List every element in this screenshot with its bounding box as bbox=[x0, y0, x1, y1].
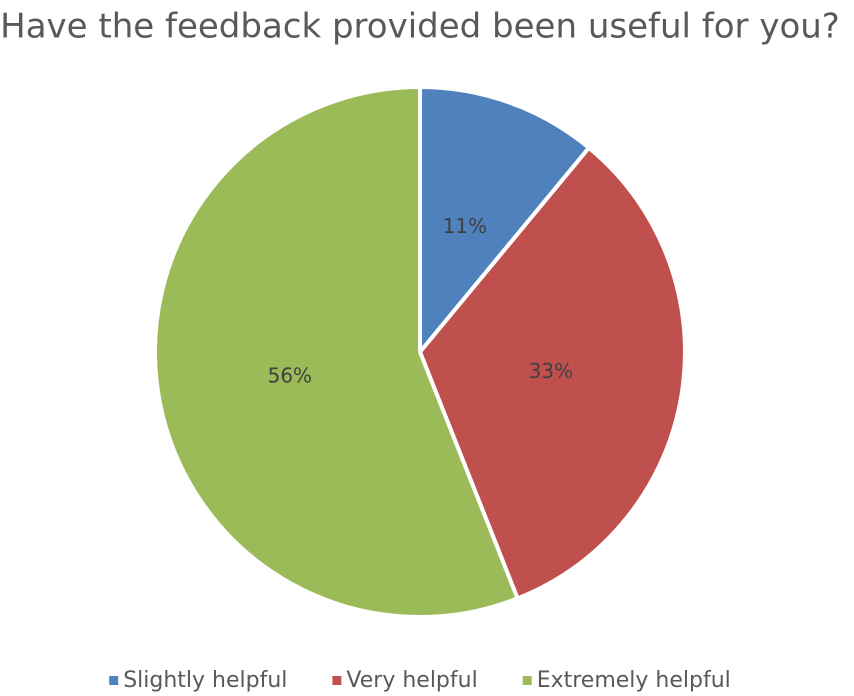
pie-slice bbox=[418, 84, 592, 358]
data-label: 11% bbox=[443, 214, 487, 238]
data-label: 56% bbox=[268, 363, 312, 387]
legend-marker bbox=[109, 676, 119, 685]
legend-marker bbox=[332, 676, 342, 685]
pie-slice bbox=[153, 84, 521, 619]
pie-slice bbox=[417, 144, 687, 601]
legend-marker bbox=[522, 676, 532, 685]
legend-label: Extremely helpful bbox=[537, 668, 731, 693]
chart-title: Have the feedback provided been useful f… bbox=[0, 7, 840, 47]
legend-label: Very helpful bbox=[346, 668, 477, 693]
data-label: 33% bbox=[529, 359, 573, 383]
legend-label: Slightly helpful bbox=[123, 668, 287, 693]
